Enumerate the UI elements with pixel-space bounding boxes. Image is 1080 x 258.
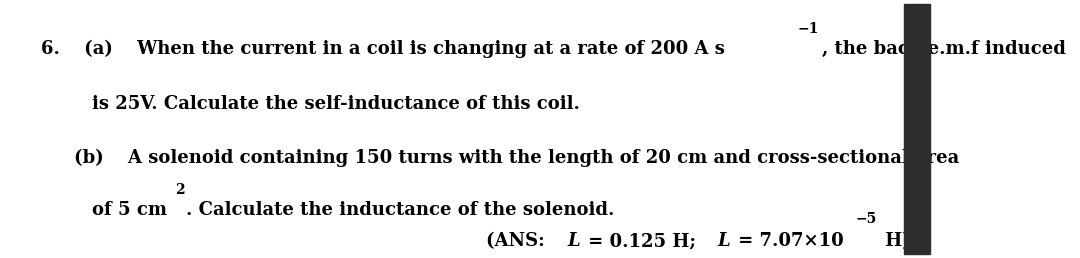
Text: (b)  A solenoid containing 150 turns with the length of 20 cm and cross-sectiona: (b) A solenoid containing 150 turns with…	[73, 149, 959, 167]
Text: = 0.125 H;: = 0.125 H;	[581, 232, 704, 250]
Text: 6.  (a)  When the current in a coil is changing at a rate of 200 A s: 6. (a) When the current in a coil is cha…	[41, 40, 725, 58]
Text: , the back e.m.f induced: , the back e.m.f induced	[822, 40, 1065, 58]
Text: L: L	[568, 232, 580, 250]
Text: (ANS:: (ANS:	[486, 232, 559, 250]
Text: L: L	[717, 232, 730, 250]
Text: of 5 cm: of 5 cm	[92, 201, 167, 219]
Text: is 25V. Calculate the self-inductance of this coil.: is 25V. Calculate the self-inductance of…	[92, 95, 580, 113]
Text: = 7.07×10: = 7.07×10	[731, 232, 843, 250]
Text: . Calculate the inductance of the solenoid.: . Calculate the inductance of the soleno…	[186, 201, 615, 219]
Text: H): H)	[879, 232, 910, 250]
Text: −5: −5	[855, 212, 877, 226]
Bar	[904, 4, 930, 254]
Text: 2: 2	[175, 183, 185, 197]
Text: −1: −1	[798, 22, 820, 36]
